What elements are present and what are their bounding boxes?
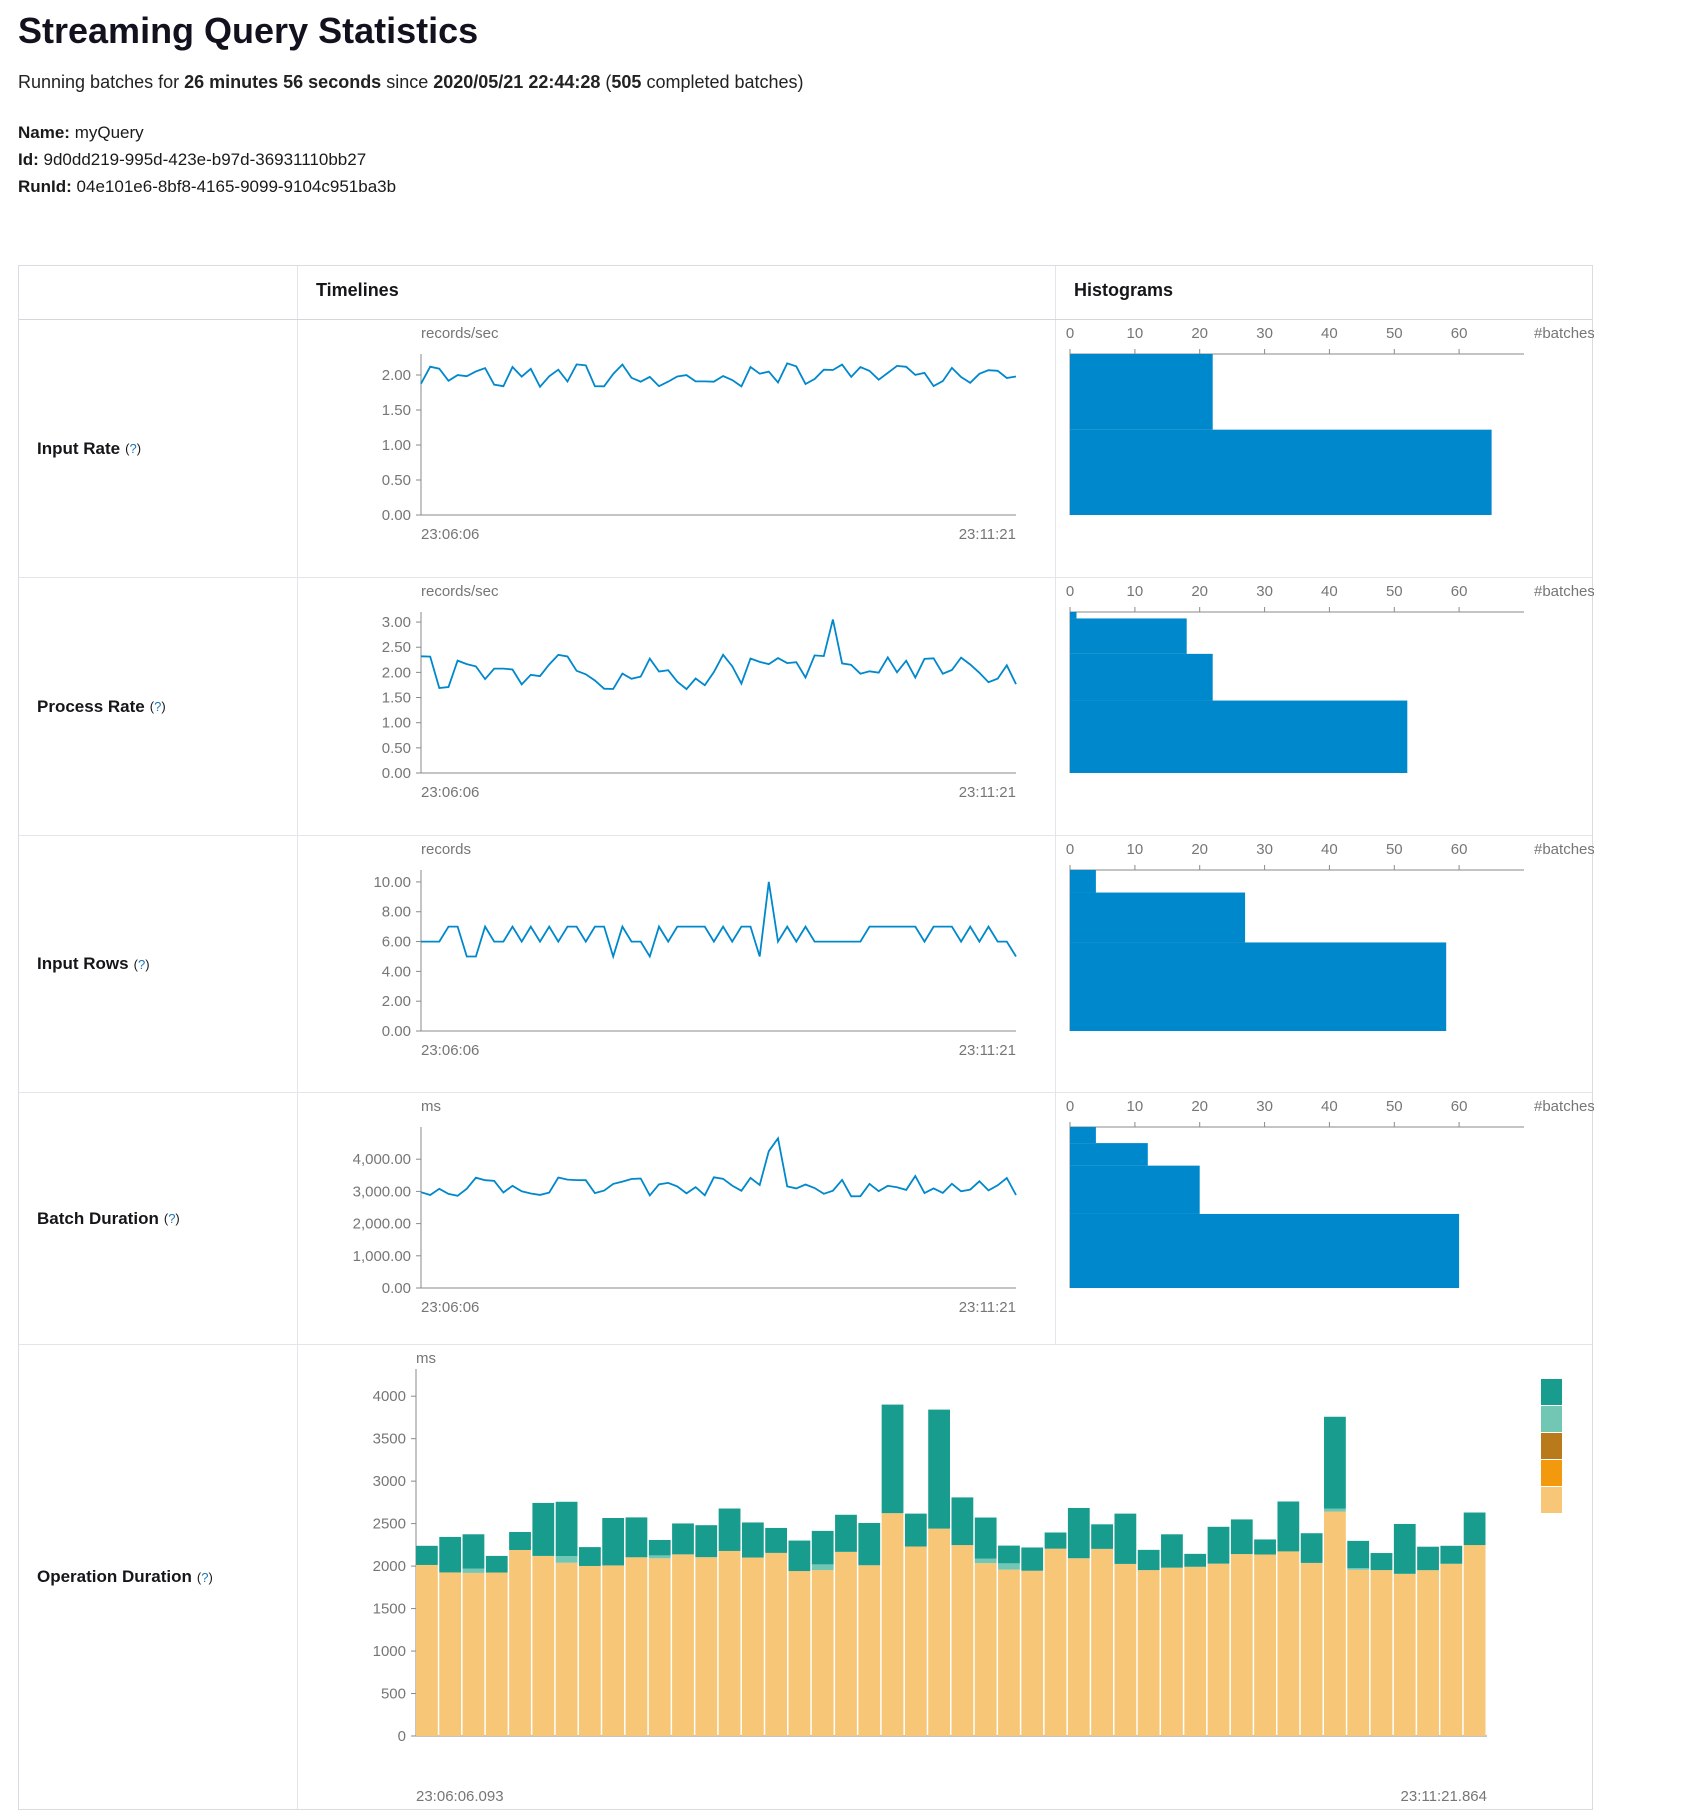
svg-text:0.50: 0.50 [382, 740, 411, 757]
svg-text:23:11:21: 23:11:21 [959, 1299, 1016, 1316]
svg-text:0.00: 0.00 [382, 507, 411, 524]
svg-text:23:06:06: 23:06:06 [421, 784, 479, 801]
svg-text:#batches: #batches [1534, 583, 1594, 600]
svg-text:3.00: 3.00 [382, 614, 411, 631]
svg-text:6.00: 6.00 [382, 934, 411, 951]
svg-text:30: 30 [1256, 1098, 1273, 1115]
svg-text:20: 20 [1191, 841, 1208, 858]
svg-text:records/sec: records/sec [421, 583, 499, 600]
svg-text:8.00: 8.00 [382, 904, 411, 921]
svg-text:records/sec: records/sec [421, 325, 499, 342]
svg-text:20: 20 [1191, 325, 1208, 342]
svg-text:23:11:21: 23:11:21 [959, 526, 1016, 543]
svg-text:2000: 2000 [373, 1558, 406, 1575]
svg-text:1.50: 1.50 [382, 402, 411, 419]
svg-text:1000: 1000 [373, 1643, 406, 1660]
svg-text:10.00: 10.00 [373, 874, 411, 891]
svg-text:60: 60 [1451, 841, 1468, 858]
svg-text:2,000.00: 2,000.00 [353, 1216, 411, 1233]
svg-text:50: 50 [1386, 841, 1403, 858]
svg-text:30: 30 [1256, 583, 1273, 600]
svg-text:10: 10 [1127, 841, 1144, 858]
svg-text:23:06:06: 23:06:06 [421, 526, 479, 543]
svg-text:3000: 3000 [373, 1473, 406, 1490]
svg-text:60: 60 [1451, 1098, 1468, 1115]
svg-text:0.50: 0.50 [382, 472, 411, 489]
svg-text:#batches: #batches [1534, 325, 1594, 342]
svg-text:1.00: 1.00 [382, 437, 411, 454]
svg-text:0.00: 0.00 [382, 1280, 411, 1297]
svg-text:23:06:06: 23:06:06 [421, 1042, 479, 1059]
svg-text:50: 50 [1386, 1098, 1403, 1115]
svg-text:10: 10 [1127, 1098, 1144, 1115]
svg-text:4,000.00: 4,000.00 [353, 1151, 411, 1168]
svg-text:1500: 1500 [373, 1601, 406, 1618]
svg-text:0: 0 [1066, 841, 1074, 858]
svg-text:40: 40 [1321, 841, 1338, 858]
svg-text:#batches: #batches [1534, 841, 1594, 858]
svg-text:4000: 4000 [373, 1388, 406, 1405]
svg-text:0: 0 [1066, 583, 1074, 600]
svg-text:23:06:06: 23:06:06 [421, 1299, 479, 1316]
svg-text:0: 0 [1066, 325, 1074, 342]
svg-text:10: 10 [1127, 583, 1144, 600]
svg-text:records: records [421, 841, 471, 858]
svg-text:23:11:21: 23:11:21 [959, 784, 1016, 801]
svg-text:500: 500 [381, 1686, 406, 1703]
svg-text:2500: 2500 [373, 1516, 406, 1533]
svg-text:ms: ms [416, 1350, 436, 1367]
svg-text:2.50: 2.50 [382, 639, 411, 656]
svg-text:20: 20 [1191, 1098, 1208, 1115]
svg-text:23:11:21: 23:11:21 [959, 1042, 1016, 1059]
svg-text:0.00: 0.00 [382, 1023, 411, 1040]
svg-text:60: 60 [1451, 325, 1468, 342]
svg-text:23:06:06.093: 23:06:06.093 [416, 1788, 504, 1805]
svg-text:3,000.00: 3,000.00 [353, 1183, 411, 1200]
svg-text:20: 20 [1191, 583, 1208, 600]
svg-text:2.00: 2.00 [382, 993, 411, 1010]
svg-text:40: 40 [1321, 325, 1338, 342]
svg-text:ms: ms [421, 1098, 441, 1115]
svg-text:0.00: 0.00 [382, 765, 411, 782]
svg-text:50: 50 [1386, 325, 1403, 342]
svg-text:#batches: #batches [1534, 1098, 1594, 1115]
svg-text:0: 0 [398, 1728, 406, 1745]
svg-text:1.00: 1.00 [382, 715, 411, 732]
svg-text:30: 30 [1256, 325, 1273, 342]
svg-text:40: 40 [1321, 583, 1338, 600]
svg-text:10: 10 [1127, 325, 1144, 342]
svg-text:4.00: 4.00 [382, 963, 411, 980]
svg-text:0: 0 [1066, 1098, 1074, 1115]
svg-text:2.00: 2.00 [382, 664, 411, 681]
svg-text:2.00: 2.00 [382, 367, 411, 384]
svg-text:23:11:21.864: 23:11:21.864 [1401, 1788, 1487, 1805]
svg-text:30: 30 [1256, 841, 1273, 858]
svg-text:60: 60 [1451, 583, 1468, 600]
svg-text:1.50: 1.50 [382, 690, 411, 707]
svg-text:1,000.00: 1,000.00 [353, 1248, 411, 1265]
svg-text:50: 50 [1386, 583, 1403, 600]
svg-text:3500: 3500 [373, 1431, 406, 1448]
svg-text:40: 40 [1321, 1098, 1338, 1115]
